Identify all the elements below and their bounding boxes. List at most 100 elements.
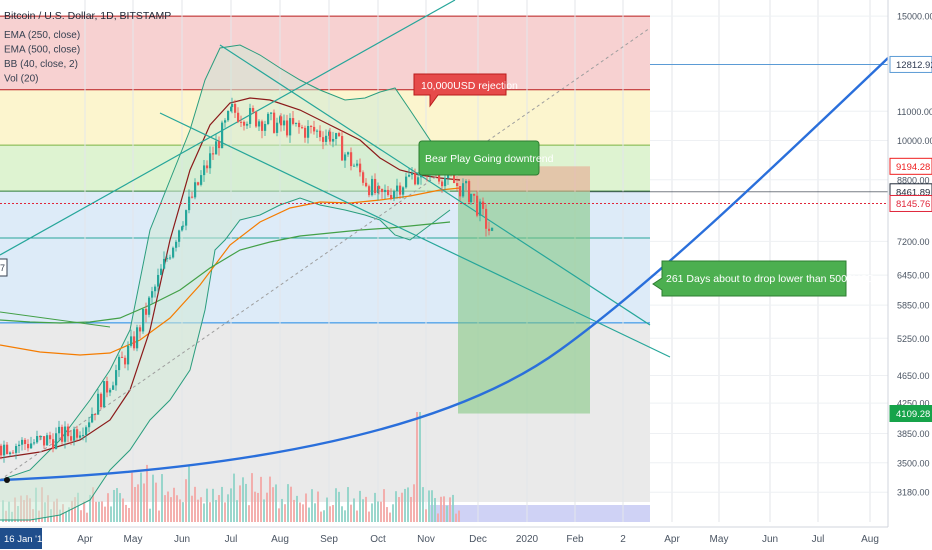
volume-bar bbox=[302, 504, 304, 522]
candle-body bbox=[362, 172, 365, 183]
volume-bar bbox=[287, 484, 289, 522]
volume-bar bbox=[452, 494, 454, 522]
volume-bar bbox=[206, 488, 208, 522]
volume-bar bbox=[305, 493, 307, 522]
candle-body bbox=[160, 268, 163, 275]
support-line bbox=[0, 311, 111, 328]
time-axis-background bbox=[0, 527, 932, 550]
candle-body bbox=[0, 445, 3, 456]
trend-line-upper bbox=[0, 0, 456, 256]
candle-body bbox=[310, 126, 313, 128]
volume-bar bbox=[269, 476, 271, 522]
price-axis-tick: 4650.00 bbox=[897, 371, 930, 381]
volume-bar bbox=[221, 486, 223, 522]
candle-body bbox=[307, 126, 310, 138]
volume-bar bbox=[335, 488, 337, 522]
volume-bar bbox=[143, 483, 145, 522]
candle-body bbox=[203, 165, 206, 176]
volume-bar bbox=[92, 487, 94, 522]
candle-body bbox=[185, 210, 188, 226]
bollinger-band-fill bbox=[0, 45, 450, 520]
volume-bar bbox=[254, 491, 256, 522]
candle-body bbox=[76, 429, 79, 438]
bottom-range-strip bbox=[430, 505, 650, 522]
time-axis-tick: Sep bbox=[320, 534, 338, 545]
candle-body bbox=[6, 444, 9, 455]
candle-body bbox=[441, 181, 444, 187]
time-axis-tick: Jun bbox=[174, 534, 190, 545]
candle-body bbox=[181, 226, 184, 231]
price-tag-label: 8145.76 bbox=[896, 199, 930, 210]
volume-bar bbox=[296, 495, 298, 522]
indicator-label: BB (40, close, 2) bbox=[4, 59, 78, 70]
candle-body bbox=[356, 163, 359, 166]
volume-bar bbox=[323, 510, 325, 522]
volume-bar bbox=[203, 503, 205, 522]
bollinger-upper-line bbox=[0, 44, 451, 481]
take-profit-zone bbox=[458, 191, 590, 414]
volume-bar bbox=[182, 502, 184, 522]
downtrend-line-upper bbox=[219, 44, 651, 326]
bollinger-lower-line bbox=[0, 197, 451, 521]
volume-bar bbox=[80, 510, 82, 522]
time-axis-tick: May bbox=[124, 534, 143, 545]
callout-bear-play-text: Bear Play Going downtrend bbox=[425, 153, 554, 165]
volume-bar bbox=[350, 504, 352, 522]
candle-body bbox=[459, 186, 462, 197]
candle-body bbox=[88, 422, 91, 428]
volume-bar bbox=[134, 487, 136, 522]
candle-body bbox=[237, 112, 240, 122]
volume-bar bbox=[65, 511, 67, 522]
candle-body bbox=[188, 196, 191, 211]
candle-body bbox=[240, 121, 243, 123]
volume-bars bbox=[2, 412, 460, 522]
time-axis-tick: Aug bbox=[271, 534, 289, 545]
volume-bar bbox=[224, 502, 226, 522]
price-axis-tick: 7200.00 bbox=[897, 237, 930, 247]
callout-261-days bbox=[652, 260, 847, 297]
candle-body bbox=[399, 185, 402, 195]
candle-body bbox=[115, 370, 118, 386]
volume-bar bbox=[89, 494, 91, 522]
time-axis-tick: Jul bbox=[225, 534, 238, 545]
candle-body bbox=[221, 122, 224, 149]
price-axis-tick: 8800.00 bbox=[897, 175, 930, 185]
candle-body bbox=[166, 258, 169, 260]
volume-bar bbox=[401, 492, 403, 522]
volume-bar bbox=[428, 490, 430, 522]
volume-bar bbox=[290, 486, 292, 522]
candle-body bbox=[377, 186, 380, 194]
volume-bar bbox=[179, 499, 181, 522]
current-date-box bbox=[0, 528, 42, 549]
volume-bar bbox=[299, 502, 301, 522]
volume-bar bbox=[185, 479, 187, 522]
candle-body bbox=[145, 308, 148, 315]
candle-body bbox=[154, 286, 157, 292]
candle-body bbox=[127, 345, 130, 365]
volume-bar bbox=[200, 497, 202, 522]
volume-bar bbox=[104, 506, 106, 522]
candle-body bbox=[163, 258, 166, 269]
volume-bar bbox=[212, 488, 214, 522]
volume-bar bbox=[158, 510, 160, 522]
candle-body bbox=[280, 116, 283, 126]
candle-body bbox=[30, 443, 33, 449]
candle-body bbox=[344, 154, 347, 161]
volume-bar bbox=[86, 512, 88, 522]
time-axis-tick: Apr bbox=[664, 534, 680, 545]
volume-bar bbox=[188, 466, 190, 522]
candle-body bbox=[246, 123, 249, 126]
candle-body bbox=[139, 327, 142, 332]
volume-bar bbox=[95, 501, 97, 522]
volume-bar bbox=[449, 497, 451, 522]
candle-body bbox=[212, 153, 215, 155]
volume-bar bbox=[422, 487, 424, 522]
volume-bar bbox=[392, 504, 394, 522]
candle-body bbox=[414, 173, 417, 185]
volume-bar bbox=[125, 504, 127, 522]
candle-body bbox=[405, 176, 408, 188]
volume-bar bbox=[353, 498, 355, 522]
price-tag-1 bbox=[889, 157, 932, 175]
volume-bar bbox=[119, 493, 121, 522]
volume-bar bbox=[410, 496, 412, 522]
